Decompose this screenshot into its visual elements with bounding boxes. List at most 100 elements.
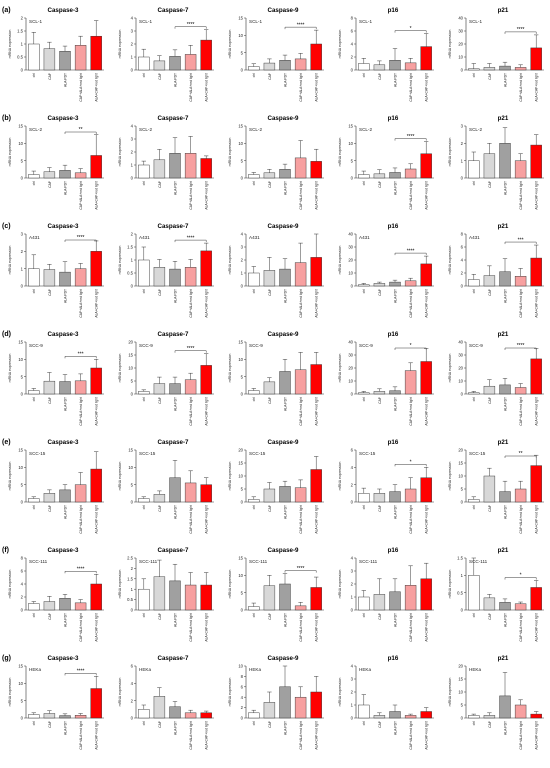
chart-title: Caspase-3 <box>48 331 80 338</box>
bar <box>404 370 417 395</box>
chart-title: Caspase-7 <box>158 7 190 14</box>
y-tick-label: 0 <box>351 716 354 721</box>
x-tick-label: CAP <box>48 612 52 620</box>
x-tick-label: CAP <box>268 720 272 728</box>
y-tick-label: 3 <box>131 29 134 34</box>
bar <box>468 575 480 611</box>
x-tick-label: ctrl <box>32 289 36 294</box>
significance-label: **** <box>407 134 415 140</box>
bar <box>373 64 386 71</box>
y-tick-label: 15 <box>238 16 243 21</box>
x-tick-label: ALA-PDT <box>503 505 507 519</box>
x-tick-label: ALA-PDT <box>503 613 507 627</box>
y-tick-label: 10 <box>238 474 243 479</box>
bar <box>499 602 511 611</box>
cell-line-label: SCC-111 <box>469 559 488 564</box>
y-tick-label: 3 <box>351 569 354 574</box>
y-tick-label: 0 <box>21 608 24 613</box>
x-tick-label: CAP+ALA+red light <box>519 397 523 426</box>
y-tick-label: 5 <box>241 158 244 163</box>
significance-label: **** <box>187 235 195 241</box>
chart-panel: p21 0 5 10 15 20 mRNA expression SCC-15 ctrl CAP A… <box>448 439 544 534</box>
y-tick-label: 0.5 <box>127 271 133 276</box>
bar <box>248 390 260 395</box>
chart-title: p21 <box>498 115 509 122</box>
bar <box>138 709 150 719</box>
cell-line-label: SCL-1 <box>469 19 482 24</box>
y-tick-label: 5 <box>351 158 354 163</box>
y-tick-label: 40 <box>458 16 463 21</box>
x-tick-label: CAP <box>158 720 162 728</box>
y-axis-label: mRNA expression <box>448 678 452 707</box>
y-tick-label: 8 <box>241 674 244 679</box>
bar <box>404 280 417 287</box>
chart-panel: Caspase-9 0 5 10 15 mRNA expression SCL-1 ctrl C… <box>228 7 324 102</box>
row-label: (d) <box>2 331 11 338</box>
bar <box>43 171 56 179</box>
bar <box>514 276 527 287</box>
y-axis-label: mRNA expression <box>338 138 342 167</box>
significance-bracket <box>64 131 97 134</box>
cell-line-label: SCL-2 <box>249 127 262 132</box>
x-tick-label: CAP <box>268 504 272 512</box>
x-tick-label: CAP <box>488 72 492 80</box>
bar <box>200 39 212 71</box>
bar <box>310 364 322 395</box>
significance-label: *** <box>518 237 524 243</box>
x-tick-label: ALA+CAP+red light <box>205 505 209 534</box>
y-tick-label: 4 <box>241 232 244 237</box>
x-tick-label: CAP+ALA+red light <box>519 613 523 642</box>
chart-title: p16 <box>388 331 399 338</box>
significance-label: **** <box>517 27 525 33</box>
chart-title: Caspase-3 <box>48 7 80 14</box>
y-tick-label: 1 <box>21 42 24 47</box>
x-tick-label: CAP+ALA+red light <box>409 289 413 318</box>
chart-title: Caspase-3 <box>48 223 80 230</box>
x-tick-label: ctrl <box>32 73 36 78</box>
y-tick-label: 0 <box>461 176 464 181</box>
y-axis-label: mRNA expression <box>118 462 122 491</box>
bar <box>389 591 401 611</box>
bar <box>530 587 542 611</box>
y-tick-label: 15 <box>238 340 243 345</box>
x-tick-label: ctrl <box>252 73 256 78</box>
bar <box>59 51 71 71</box>
chart-title: Caspase-9 <box>268 115 300 122</box>
y-tick-label: 1 <box>241 271 244 276</box>
y-tick-label: 1 <box>131 587 134 592</box>
chart-panel: p21 0 10 20 30 40 mRNA expression SCC-9 ctrl CAP A… <box>448 331 544 426</box>
bar <box>279 486 291 503</box>
chart-title: p21 <box>498 547 509 554</box>
bar <box>373 715 386 719</box>
x-tick-label: CAP+ALA+red light <box>79 613 83 642</box>
y-tick-label: 5 <box>21 158 24 163</box>
y-tick-label: 6 <box>21 569 24 574</box>
bar <box>248 174 260 179</box>
bar <box>499 695 511 719</box>
y-tick-label: 4 <box>131 16 134 21</box>
cell-line-label: SCC-9 <box>249 343 263 348</box>
y-tick-label: 10 <box>348 141 353 146</box>
y-tick-label: 10 <box>238 573 243 578</box>
cell-line-label: HEKa <box>249 667 261 672</box>
y-axis-label: mRNA expression <box>118 570 122 599</box>
cell-line-label: HEKa <box>29 667 41 672</box>
bar <box>138 164 150 179</box>
significance-bracket <box>174 26 207 29</box>
bar <box>28 603 40 611</box>
row-label: (a) <box>2 7 11 14</box>
x-tick-label: ALA+CAP+red light <box>205 613 209 642</box>
chart-panel: Caspase-7 0 0.5 1 1.5 2 2.5 mRNA expression SCC-… <box>118 547 214 642</box>
x-tick-label: CAP <box>268 180 272 188</box>
bar <box>200 250 212 287</box>
chart-panel: p21 0 10 20 30 40 mRNA expression SCL-1 ctrl CAP A… <box>448 7 544 102</box>
y-tick-label: 10 <box>348 379 353 384</box>
chart-panel: Caspase-9 0 5 10 15 mRNA expression SCC-9 ctrl C… <box>228 331 324 426</box>
chart-title: Caspase-9 <box>268 223 300 230</box>
bar <box>404 585 417 611</box>
bar <box>200 484 212 503</box>
y-tick-label: 10 <box>348 271 353 276</box>
significance-label: **** <box>77 566 85 572</box>
chart-title: Caspase-3 <box>48 547 80 554</box>
y-tick-label: 0 <box>131 500 134 505</box>
